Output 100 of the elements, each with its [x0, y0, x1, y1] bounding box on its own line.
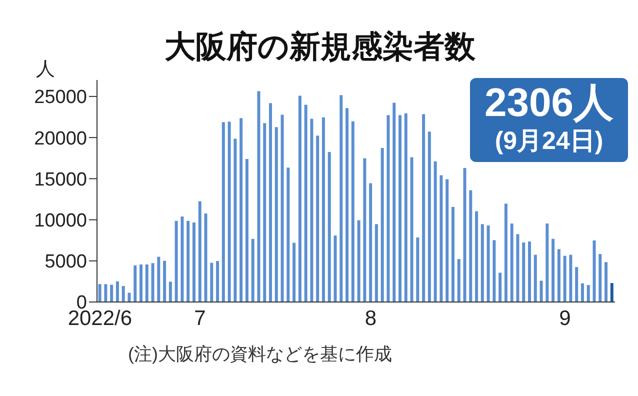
bar [463, 168, 466, 302]
bar [546, 223, 549, 302]
bar [598, 254, 602, 302]
bar [198, 201, 202, 302]
annotation: 2306人 [484, 80, 614, 126]
bar [322, 117, 325, 302]
bar [122, 286, 125, 302]
bar [586, 285, 590, 302]
bar [257, 91, 260, 302]
y-tick-label: 20000 [34, 128, 87, 150]
bar [298, 96, 302, 302]
bar [251, 238, 254, 302]
bar [451, 206, 454, 302]
bar [292, 242, 296, 302]
bar [98, 284, 102, 302]
bar [540, 280, 543, 302]
y-tick-label: 25000 [34, 87, 87, 108]
bar [580, 283, 584, 302]
bar [104, 284, 108, 302]
bar [504, 204, 508, 302]
bar [592, 240, 596, 302]
bar [274, 127, 278, 302]
bar [346, 108, 349, 302]
bar [569, 254, 572, 302]
bar [469, 190, 472, 302]
bar [380, 148, 384, 302]
bar [263, 123, 266, 302]
bar [374, 224, 378, 302]
bar [316, 136, 320, 302]
bar [392, 102, 396, 302]
bar [363, 158, 366, 302]
annotation: (9月24日) [494, 126, 604, 156]
bar [180, 216, 184, 302]
bar [134, 265, 137, 302]
bar [269, 103, 272, 302]
bar [398, 115, 402, 302]
bar [351, 121, 354, 302]
bar [480, 224, 484, 302]
bar [428, 132, 431, 302]
bar [557, 249, 560, 302]
bar [563, 256, 566, 302]
bar [116, 281, 119, 302]
bar [486, 226, 490, 302]
bar [434, 161, 437, 302]
bar [552, 238, 555, 302]
bar [186, 220, 190, 302]
bar [357, 220, 360, 302]
bar [157, 256, 160, 302]
bar [110, 284, 114, 302]
bar [234, 138, 237, 302]
bar [216, 261, 220, 302]
bar [498, 272, 502, 302]
bar [528, 241, 531, 302]
bar [457, 259, 460, 302]
bar [475, 211, 478, 302]
bar [245, 159, 248, 302]
bar [386, 115, 390, 302]
bar [369, 183, 372, 302]
bar [492, 240, 496, 302]
text: (注)大阪府の資料などを基に作成 [128, 343, 392, 366]
bar [240, 118, 243, 302]
bar [328, 152, 331, 302]
bar [222, 122, 225, 302]
bar [604, 262, 608, 302]
bar [140, 264, 142, 302]
bar [446, 179, 449, 302]
bar [145, 264, 148, 302]
bar [416, 237, 420, 302]
bar [210, 262, 214, 302]
y-tick-label: 15000 [34, 169, 87, 190]
bar [610, 283, 614, 302]
bar [280, 114, 284, 302]
bar [168, 282, 172, 302]
bar [575, 267, 578, 302]
bar [440, 175, 443, 302]
bar [304, 104, 308, 302]
chart-title: 大阪府の新規感染者数 [164, 28, 476, 66]
bar [310, 118, 314, 302]
bar [286, 168, 290, 302]
y-tick-label: 5000 [44, 252, 87, 273]
bar [163, 260, 166, 302]
x-tick-label: 8 [364, 306, 377, 330]
bar [410, 157, 414, 302]
bar [516, 234, 520, 302]
bar [510, 223, 514, 302]
bar [404, 113, 408, 302]
bar [334, 235, 337, 302]
bar [174, 220, 178, 302]
bar [522, 242, 526, 302]
bar [228, 122, 231, 302]
bar [151, 263, 154, 302]
bar [192, 222, 196, 302]
bar [340, 95, 343, 302]
x-tick-label: 7 [194, 306, 206, 330]
bar [534, 254, 537, 302]
y-axis-title: 人 [36, 58, 55, 82]
x-tick-label: 9 [559, 306, 571, 330]
bar [422, 114, 426, 302]
y-tick-label: 10000 [34, 210, 87, 232]
bar [204, 214, 208, 302]
